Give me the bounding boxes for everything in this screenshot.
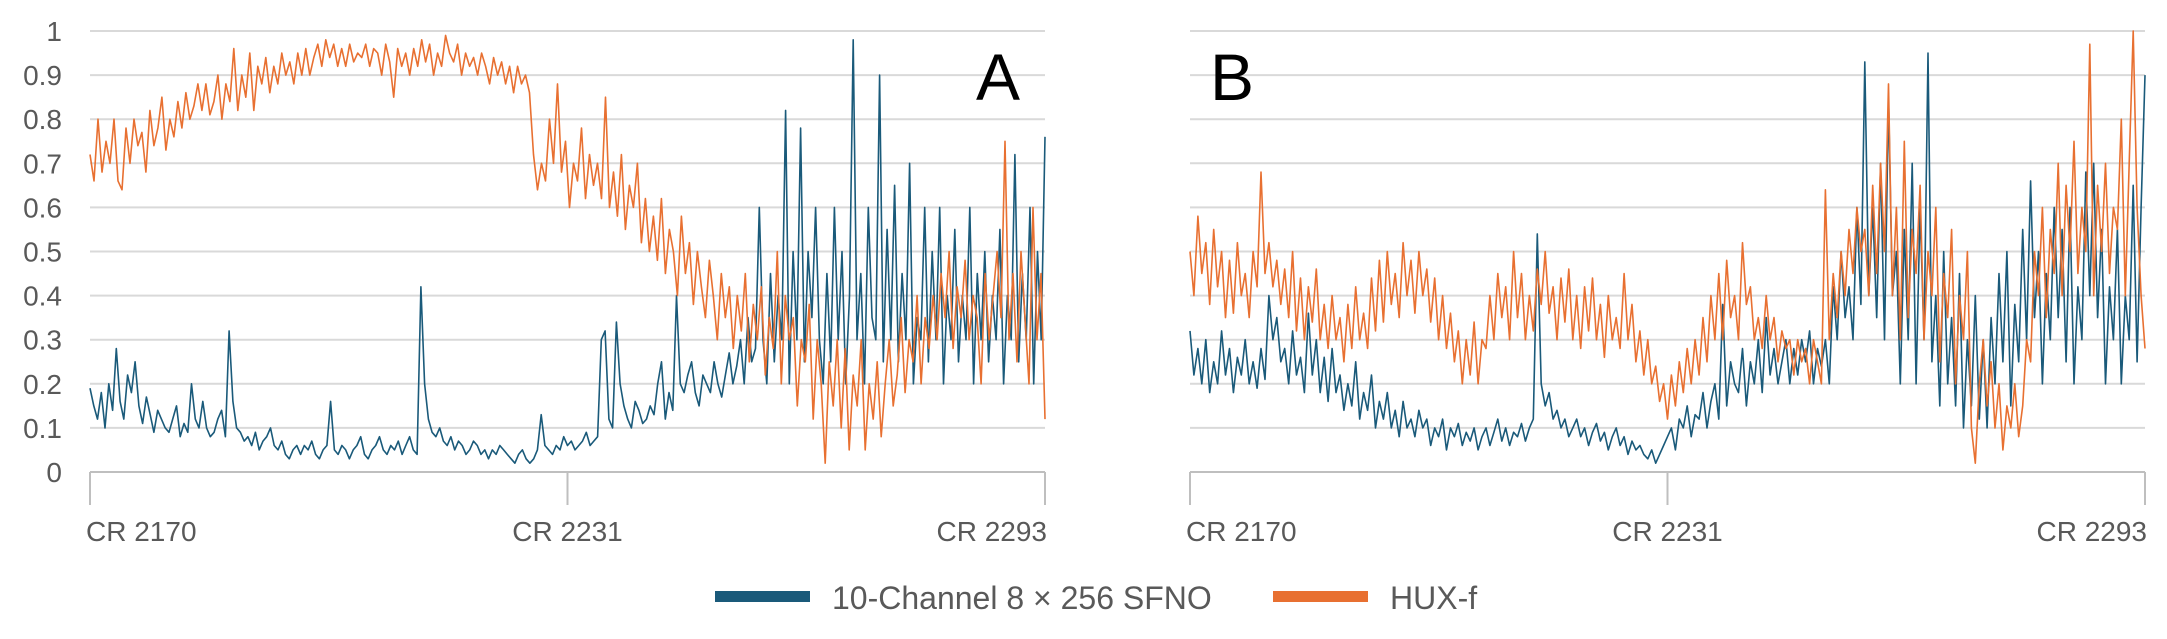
y-tick-label: 0.2 [23, 369, 62, 400]
y-tick-label: 0 [46, 457, 62, 488]
legend-label-sfno: 10-Channel 8 × 256 SFNO [832, 580, 1212, 616]
y-tick-label: 0.7 [23, 148, 62, 179]
legend: 10-Channel 8 × 256 SFNO HUX-f [715, 580, 1477, 616]
series-group [1189, 30, 2146, 465]
x-axis [1189, 471, 2146, 505]
x-tick-labels: CR 2170 CR 2231 CR 2293 [1186, 516, 2147, 547]
series-group [89, 34, 1046, 465]
chart-panel-b: CR 2170 CR 2231 CR 2293 B [1186, 30, 2147, 547]
y-tick-label: 0.5 [23, 237, 62, 268]
series-line-hux [89, 34, 1046, 465]
y-gridlines [90, 30, 1045, 429]
series-line-sfno [1189, 52, 2146, 465]
y-tick-label: 0.3 [23, 325, 62, 356]
legend-swatch-hux [1273, 591, 1368, 602]
x-tick-label: CR 2231 [1612, 516, 1723, 547]
y-tick-label: 0.4 [23, 281, 62, 312]
panel-label: A [976, 40, 1020, 114]
legend-label-hux: HUX-f [1390, 580, 1477, 616]
y-tick-label: 0.6 [23, 192, 62, 223]
legend-swatch-sfno [715, 591, 810, 602]
panel-label: B [1210, 40, 1254, 114]
y-gridlines [1190, 30, 2145, 429]
x-tick-labels: CR 2170 CR 2231 CR 2293 [86, 516, 1047, 547]
y-tick-label: 1 [46, 16, 62, 47]
x-tick-label: CR 2170 [1186, 516, 1297, 547]
x-tick-label: CR 2293 [936, 516, 1047, 547]
y-tick-label: 0.1 [23, 413, 62, 444]
y-tick-label: 0.8 [23, 104, 62, 135]
x-tick-label: CR 2170 [86, 516, 197, 547]
y-tick-labels: 0 0.1 0.2 0.3 0.4 0.5 0.6 0.7 0.8 0.9 1 [23, 16, 62, 488]
series-line-hux [1189, 30, 2146, 465]
x-tick-label: CR 2231 [512, 516, 623, 547]
y-tick-label: 0.9 [23, 60, 62, 91]
series-line-sfno [89, 38, 1046, 465]
x-tick-label: CR 2293 [2036, 516, 2147, 547]
x-axis [89, 471, 1046, 505]
chart-panel-a: 00.10.20.30.40.50.60.70.80.91 CR 2170 CR … [23, 16, 1047, 547]
